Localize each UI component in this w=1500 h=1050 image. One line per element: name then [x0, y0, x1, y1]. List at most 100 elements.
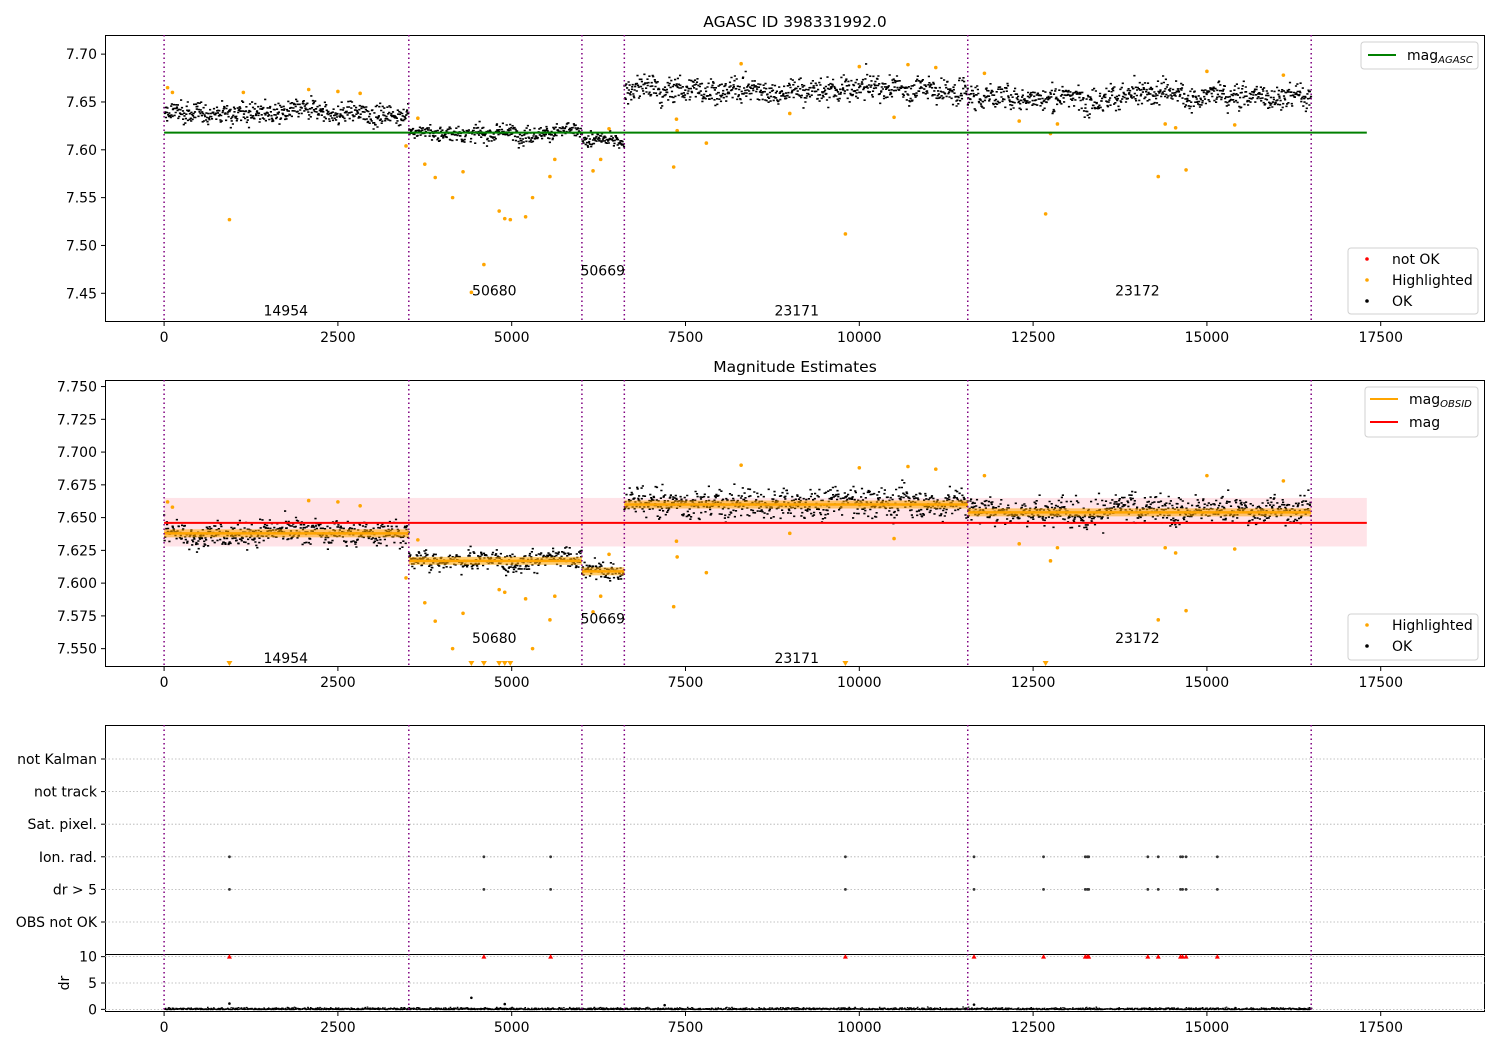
p3-flag-point — [1156, 855, 1160, 859]
panel1-axes — [105, 35, 1485, 322]
p2-xtick-label: 15000 — [1185, 675, 1230, 691]
p1-highlighted-point — [165, 85, 170, 90]
p1-xtick-label: 12500 — [1011, 330, 1056, 346]
p1-highlighted-point — [241, 90, 246, 95]
p3-flag-point — [1042, 888, 1045, 891]
p2-highlighted-point — [497, 587, 501, 592]
p1-highlighted-point — [1184, 168, 1188, 172]
p2-ytick-label: 7.625 — [57, 543, 97, 559]
p1-highlighted-point — [502, 216, 507, 221]
p1-highlighted-point — [508, 217, 513, 222]
p4-xtick-label: 5000 — [494, 1020, 530, 1036]
p3-flag-point — [1087, 888, 1091, 891]
p2-offscale-marker — [468, 661, 475, 666]
p3-flag-point — [1181, 888, 1184, 891]
p1-highlighted-point — [1173, 125, 1178, 130]
p2-obsid-label: 50680 — [472, 631, 517, 647]
p1-obsid-label: 50680 — [472, 283, 517, 299]
p1-highlighted-point — [1156, 174, 1161, 179]
panel2-title: Magnitude Estimates — [713, 358, 877, 376]
p2-highlighted-point — [1156, 618, 1161, 622]
p1-xtick-label: 5000 — [494, 330, 530, 346]
p2-ytick-label: 7.725 — [57, 412, 97, 428]
p3-category-label: Sat. pixel. — [28, 817, 97, 833]
p1-highlighted-point — [906, 62, 910, 67]
p3-flag-point — [1042, 855, 1045, 859]
p1-ytick-label: 7.45 — [66, 286, 97, 302]
p2-ytick-label: 7.550 — [57, 642, 97, 658]
p1-highlighted-point — [523, 214, 528, 219]
p1-highlighted-point — [1055, 122, 1060, 126]
p1-highlighted-point — [433, 175, 438, 180]
p1-legend-dot — [1365, 299, 1369, 303]
p3-category-label: not track — [34, 785, 98, 801]
p2-highlighted-point — [906, 464, 910, 469]
p3-flag-point — [1083, 855, 1087, 859]
p1-highlighted-point — [306, 87, 311, 92]
flags-panel: not Kalman not track Sat. pixel. Ion. rad. d… — [16, 725, 1485, 955]
p1-highlighted-point — [530, 195, 535, 200]
p2-highlighted-point — [165, 500, 170, 504]
p1-legend-top — [1360, 41, 1479, 70]
p3-flag-point — [1146, 888, 1150, 891]
p2-legend-dot — [1365, 623, 1369, 627]
p3-flag-point — [972, 888, 976, 891]
p1-highlighted-point — [497, 209, 501, 213]
p3-flag-point — [1156, 888, 1160, 891]
p2-highlighted-point — [530, 646, 535, 651]
p4-dr-point — [503, 1002, 507, 1006]
p2-highlighted-point — [704, 570, 709, 575]
p2-highlighted-point — [416, 538, 420, 542]
p3-category-label: dr > 5 — [53, 882, 97, 898]
p3-flag-point — [844, 855, 847, 859]
p2-xtick-label: 12500 — [1011, 675, 1056, 691]
p3-flag-point — [482, 855, 486, 859]
p1-legend-dot — [1365, 257, 1369, 261]
p1-highlighted-point — [739, 61, 743, 66]
p1-xtick-label: 15000 — [1185, 330, 1230, 346]
p4-dr-outlier-marker — [481, 954, 487, 959]
p2-highlighted-point — [1281, 479, 1286, 483]
p3-flag-point — [228, 855, 231, 859]
p1-xtick-label: 2500 — [320, 330, 356, 346]
p2-xtick-label: 2500 — [320, 675, 356, 691]
p2-highlighted-point — [404, 576, 408, 580]
p3-flag-point — [228, 888, 231, 891]
p2-highlighted-point — [1184, 608, 1188, 613]
p1-highlighted-point — [422, 162, 427, 166]
p2-obsid-label: 14954 — [263, 651, 308, 667]
p4-dr-outlier-marker — [1183, 954, 1189, 959]
p1-highlighted-point — [170, 90, 175, 95]
p3-flag-point — [972, 855, 976, 859]
p1-highlighted-point — [1017, 119, 1022, 123]
p3-flag-point — [1179, 888, 1182, 891]
p2-offscale-marker — [1042, 661, 1049, 666]
p1-ytick-label: 7.60 — [66, 143, 97, 159]
p1-legend-label: Highlighted — [1392, 273, 1473, 289]
p2-offscale-marker — [507, 661, 514, 666]
p2-highlighted-point — [358, 504, 362, 508]
p2-highlighted-point — [306, 498, 311, 503]
p1-highlighted-point — [704, 141, 709, 145]
p2-highlighted-point — [170, 505, 175, 509]
p2-highlighted-point — [671, 604, 676, 609]
panel4-ylabel: dr — [57, 975, 73, 990]
p1-highlighted-point — [787, 111, 792, 116]
p4-dr-outlier-marker — [842, 954, 848, 959]
p2-xtick-label: 7500 — [668, 675, 704, 691]
p3-flag-point — [1179, 855, 1182, 859]
p2-ytick-label: 7.700 — [57, 445, 97, 461]
p1-highlighted-point — [358, 91, 362, 96]
p3-flag-point — [1184, 888, 1188, 891]
p4-xtick-label: 7500 — [668, 1020, 704, 1036]
p2-highlighted-point — [450, 646, 455, 651]
magnitude-estimates-panel: Magnitude Estimates 14954 50680 50669 23171… — [57, 358, 1485, 691]
p4-dr-points — [164, 1006, 1313, 1011]
p2-offscale-marker — [480, 661, 487, 666]
p2-highlighted-point — [461, 611, 465, 616]
p2-highlighted-point — [422, 600, 427, 605]
p1-obsid-label: 14954 — [263, 304, 308, 320]
p2-ytick-label: 7.750 — [57, 380, 97, 396]
p2-highlighted-point — [1017, 542, 1022, 546]
p1-highlighted-point — [982, 71, 987, 76]
